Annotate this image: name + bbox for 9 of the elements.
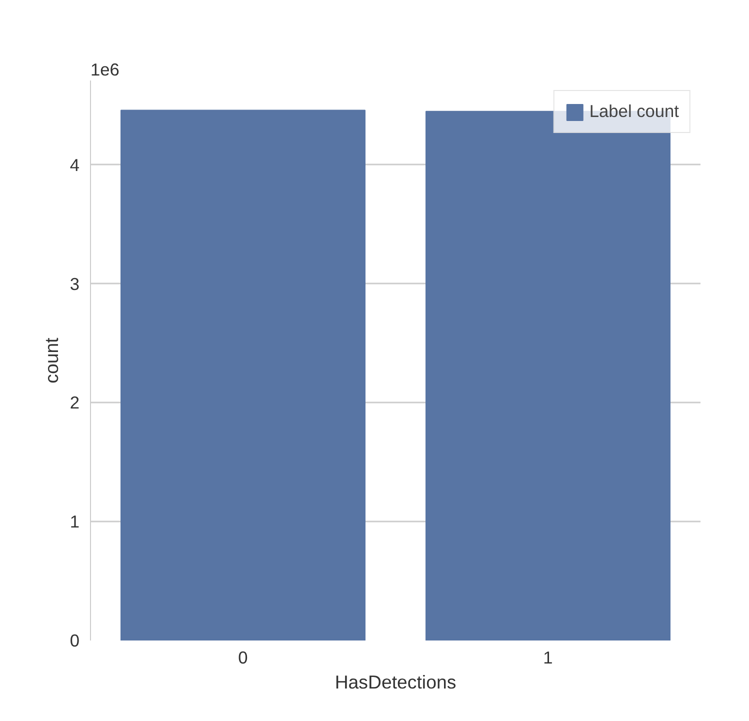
y-tick-label: 2 <box>70 392 80 413</box>
text: 1e6 <box>90 60 120 80</box>
y-tick-label: 0 <box>70 630 80 650</box>
y-tick-label: 1 <box>70 512 80 532</box>
y-axis-title: count <box>40 336 62 384</box>
y-tick-label: 3 <box>70 274 80 294</box>
y-tick-label: 4 <box>70 154 80 175</box>
x-axis-title: HasDetections <box>334 672 456 692</box>
legend-label: Label count <box>589 101 679 122</box>
